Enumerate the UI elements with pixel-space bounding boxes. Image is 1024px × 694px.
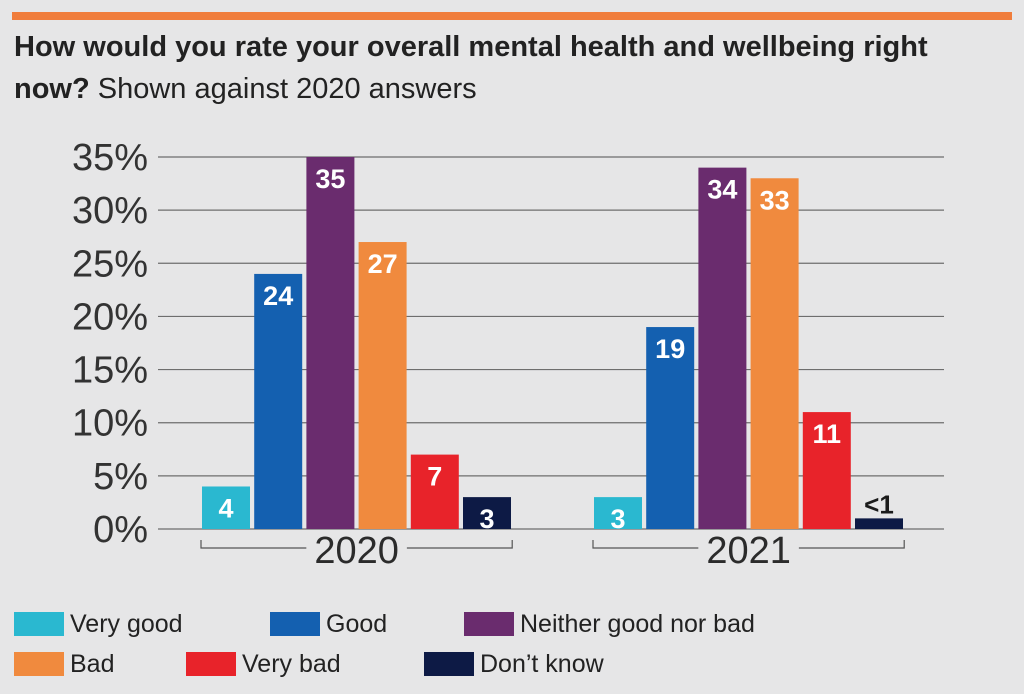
bar (802, 412, 851, 529)
bar (646, 327, 695, 529)
bar (358, 242, 407, 529)
data-label: <1 (864, 489, 894, 519)
bar (410, 454, 459, 529)
x-category-label: 2020 (314, 530, 399, 572)
bar (306, 157, 355, 529)
y-tick-label: 20% (72, 296, 148, 338)
y-tick-label: 35% (72, 137, 148, 179)
bar (254, 273, 303, 529)
data-label: 24 (263, 281, 293, 311)
data-label: 11 (813, 419, 842, 449)
y-tick-label: 25% (72, 243, 148, 285)
bracket-gap (698, 543, 799, 553)
x-category-label: 2021 (706, 530, 791, 572)
chart-title-main: How would you rate your overall mental h… (14, 31, 928, 105)
bracket-gap (306, 543, 407, 553)
bar (855, 518, 903, 529)
bar (750, 178, 799, 529)
bar (463, 497, 511, 529)
bar (202, 486, 250, 529)
bar (594, 497, 642, 529)
data-label: 35 (315, 164, 345, 194)
data-label: 3 (610, 504, 625, 534)
y-tick-label: 5% (93, 456, 148, 498)
chart-title-sub: Shown against 2020 answers (97, 73, 477, 105)
y-tick-label: 30% (72, 190, 148, 232)
data-label: 33 (760, 185, 790, 215)
data-label: 27 (368, 249, 398, 279)
y-tick-label: 0% (93, 509, 148, 551)
top-accent-rule (12, 12, 1012, 20)
y-tick-label: 15% (72, 350, 148, 392)
chart-title: How would you rate your overall mental h… (14, 26, 1004, 110)
data-label: 3 (479, 504, 494, 534)
bar (698, 167, 747, 529)
data-label: 4 (218, 493, 233, 523)
data-label: 7 (427, 462, 442, 492)
data-label: 34 (707, 175, 737, 205)
data-label: 19 (655, 334, 685, 364)
y-tick-label: 10% (72, 403, 148, 445)
